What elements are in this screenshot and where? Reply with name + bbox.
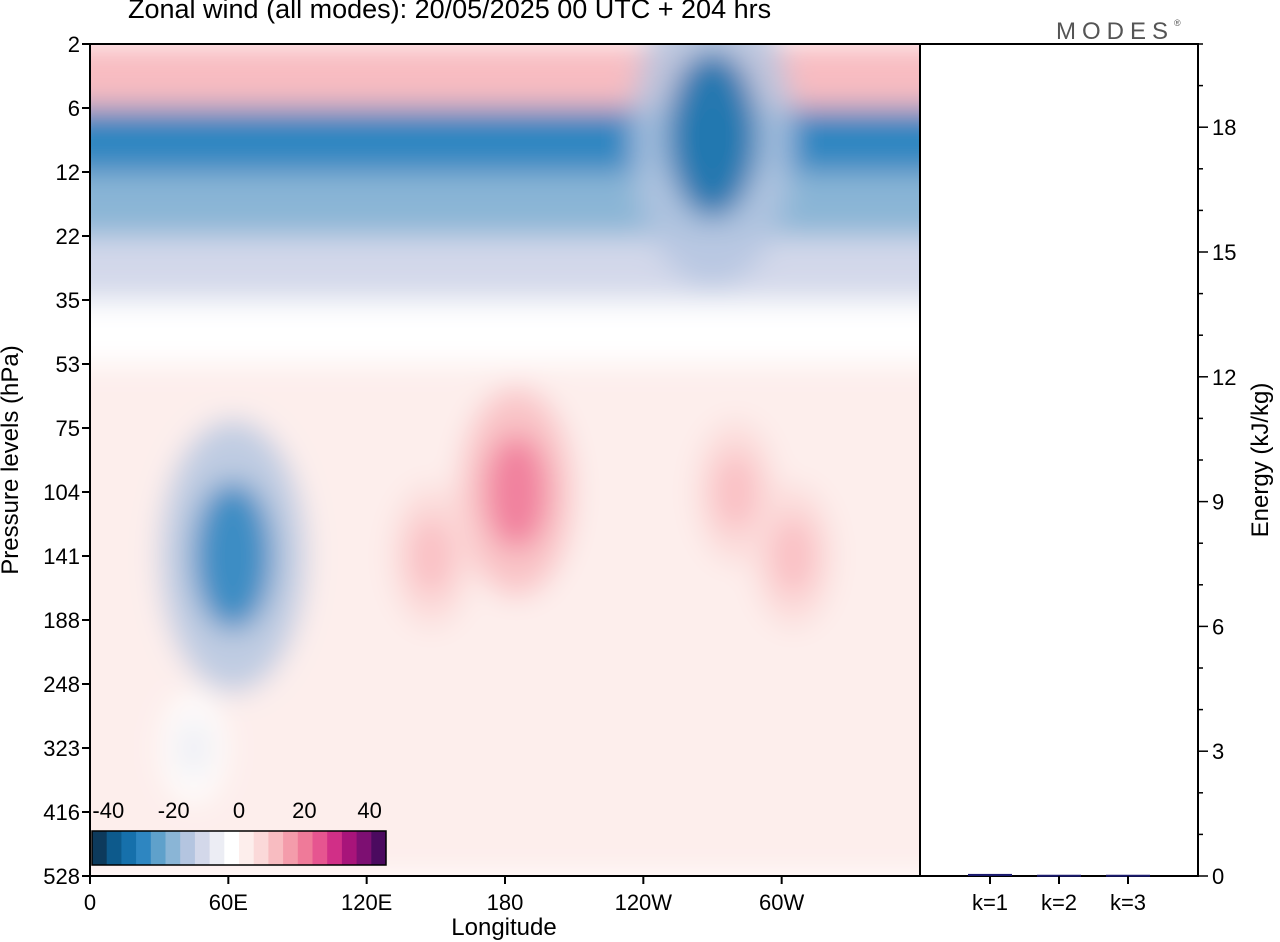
energy-tick-label: 6 — [1212, 614, 1224, 639]
colorbar-swatch — [194, 831, 211, 865]
x-tick-label: 120W — [615, 890, 673, 915]
contour-feature-core — [485, 434, 548, 550]
y-axis-label: Pressure levels (hPa) — [0, 345, 24, 574]
energy-category-label: k=3 — [1110, 890, 1146, 915]
contour-feature-core — [408, 516, 454, 596]
colorbar-swatch — [165, 831, 181, 865]
y-tick-label: 188 — [43, 608, 80, 633]
contour-feature-core — [667, 50, 758, 219]
energy-bar — [1106, 874, 1150, 877]
colorbar-swatch — [341, 831, 358, 865]
colorbar-swatch — [239, 831, 255, 865]
colorbar-swatch — [297, 831, 313, 865]
colorbar-tick-label: 40 — [357, 798, 381, 823]
longitude-axis: 0 60E 120E 180 120W 60W — [84, 876, 805, 915]
colorbar-swatch — [283, 831, 299, 865]
registered-mark: ® — [1174, 18, 1181, 28]
colorbar-swatch — [209, 831, 225, 865]
contour-band — [90, 236, 920, 300]
colorbar-swatch — [371, 831, 387, 865]
colorbar-swatch — [106, 831, 122, 865]
colorbar-tick-label: -20 — [158, 798, 190, 823]
contour-field — [90, 44, 920, 876]
energy-category-label: k=2 — [1041, 890, 1077, 915]
y-tick-label: 2 — [68, 32, 80, 57]
energy-category-label: k=1 — [972, 890, 1008, 915]
contour-band — [90, 172, 920, 236]
x-tick-label: 120E — [341, 890, 392, 915]
energy-tick-label: 12 — [1212, 365, 1236, 390]
y-tick-label: 75 — [56, 416, 80, 441]
colorbar-swatch — [150, 831, 166, 865]
x-axis-label: Longitude — [451, 914, 556, 941]
energy-bar-chart: 0 3 6 9 12 15 18 k=1 k=2 k=3 — [968, 43, 1236, 915]
y-tick-label: 22 — [56, 224, 80, 249]
colorbar-tick-label: -40 — [92, 798, 124, 823]
x-tick-label: 180 — [487, 890, 524, 915]
logo-text: MODES — [1056, 18, 1175, 45]
y-tick-label: 528 — [43, 864, 80, 889]
contour-feature-core — [713, 452, 759, 532]
contour-band — [90, 108, 920, 172]
colorbar-swatch — [327, 831, 343, 865]
y-tick-label: 53 — [56, 352, 80, 377]
colorbar-swatch — [136, 831, 152, 865]
chart-title: Zonal wind (all modes): 20/05/2025 00 UT… — [128, 0, 772, 24]
energy-bar — [968, 873, 1012, 876]
contour-feature-core — [175, 717, 212, 779]
energy-axis-label: Energy (kJ/kg) — [1247, 383, 1274, 538]
x-tick-label: 60W — [759, 890, 804, 915]
y-tick-label: 323 — [43, 736, 80, 761]
energy-bar — [1037, 874, 1081, 877]
y-tick-label: 6 — [68, 96, 80, 121]
colorbar-swatch — [356, 831, 372, 865]
energy-tick-label: 3 — [1212, 739, 1224, 764]
contour-feature-core — [770, 516, 816, 596]
colorbar-swatch — [268, 831, 284, 865]
colorbar-swatch — [180, 831, 196, 865]
colorbar-swatch — [121, 831, 137, 865]
energy-tick-label: 18 — [1212, 115, 1236, 140]
colorbar-swatch — [224, 831, 240, 865]
colorbar-frame — [91, 830, 387, 866]
colorbar-tick-label: 0 — [233, 798, 245, 823]
modes-logo: MODES® — [1056, 18, 1181, 46]
y-tick-label: 35 — [56, 288, 80, 313]
colorbar-swatch — [253, 831, 269, 865]
y-tick-label: 104 — [43, 480, 80, 505]
colorbar-swatch — [92, 831, 108, 865]
y-tick-label: 12 — [56, 160, 80, 185]
contour-feature-core — [192, 481, 274, 631]
y-tick-label: 248 — [43, 672, 80, 697]
y-tick-label: 416 — [43, 800, 80, 825]
energy-tick-label: 0 — [1212, 864, 1224, 889]
colorbar-tick-label: 20 — [292, 798, 316, 823]
y-tick-label: 141 — [43, 544, 80, 569]
pressure-axis: 2 6 12 22 35 53 75 104 141 188 248 323 416 528 — [43, 32, 90, 889]
colorbar-swatch — [312, 831, 328, 865]
contour-band — [90, 44, 920, 108]
energy-panel-frame — [919, 43, 1199, 877]
energy-tick-label: 15 — [1212, 240, 1236, 265]
x-tick-label: 60E — [209, 890, 248, 915]
colorbar: -40 -20 0 20 40 — [91, 798, 387, 866]
x-tick-label: 0 — [84, 890, 96, 915]
contour-band — [90, 300, 920, 364]
energy-tick-label: 9 — [1212, 490, 1224, 515]
